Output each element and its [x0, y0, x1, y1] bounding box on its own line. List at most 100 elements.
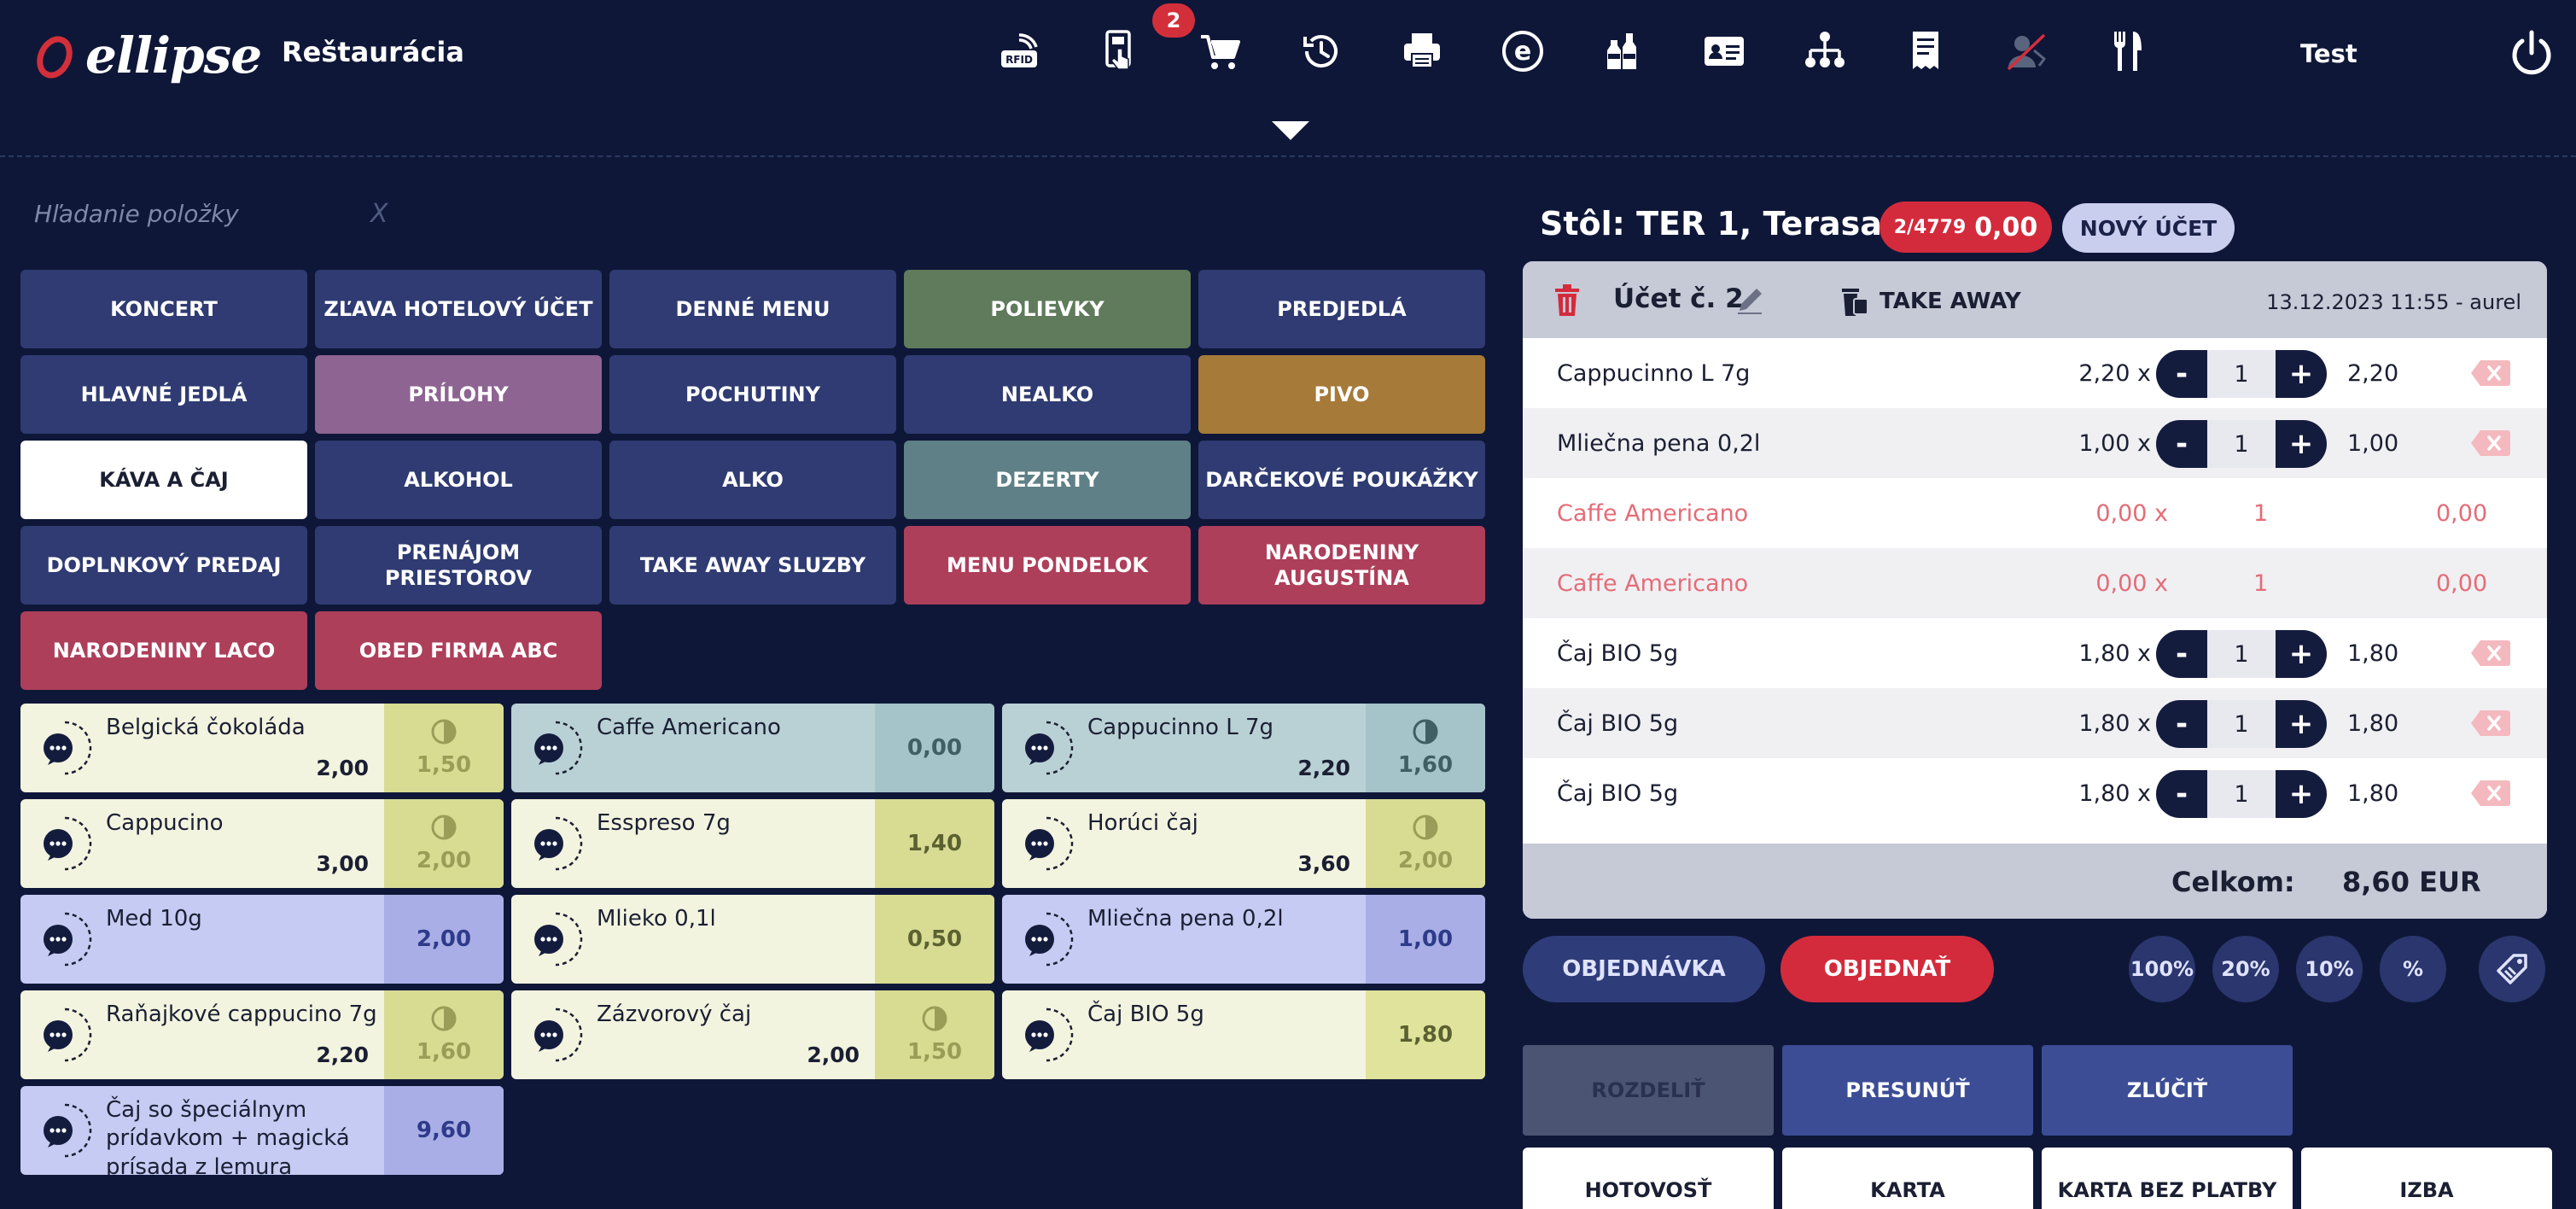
product-tile[interactable]: Zázvorový čaj 2,00 1,50 [511, 990, 994, 1079]
product-tile[interactable]: Čaj BIO 5g 1,80 [1002, 990, 1485, 1079]
tag-button[interactable] [2479, 936, 2545, 1002]
product-half-portion[interactable]: 1,50 [384, 704, 504, 792]
product-half-portion[interactable]: 1,60 [384, 990, 504, 1079]
category-button[interactable]: PRÍLOHY [315, 355, 602, 434]
category-button[interactable]: KONCERT [20, 270, 307, 348]
rfid-icon[interactable]: RFID [969, 24, 1069, 79]
product-main[interactable]: Čaj so špeciálnym prídavkom + magická pr… [20, 1086, 384, 1175]
increase-quantity-button[interactable]: + [2276, 770, 2327, 818]
product-tile[interactable]: Mliečna pena 0,2l 1,00 [1002, 895, 1485, 984]
category-button[interactable]: HLAVNÉ JEDLÁ [20, 355, 307, 434]
decrease-quantity-button[interactable]: - [2156, 350, 2207, 398]
order-line[interactable]: Čaj BIO 5g 1,80 x -1 +1,80 [1523, 618, 2547, 688]
network-icon[interactable] [1775, 24, 1875, 79]
delete-line-icon[interactable] [2470, 359, 2511, 388]
printer-icon[interactable] [1372, 24, 1472, 79]
category-button[interactable]: POLIEVKY [904, 270, 1191, 348]
category-button[interactable]: ZĽAVA HOTELOVÝ ÚČET [315, 270, 602, 348]
order-line[interactable]: Čaj BIO 5g 1,80 x -1 +1,80 [1523, 688, 2547, 758]
collapse-arrow-icon[interactable] [1272, 121, 1309, 140]
product-tile[interactable]: Cappucino 3,00 2,00 [20, 799, 504, 888]
ellipse-e-icon[interactable]: e [1472, 24, 1573, 79]
decrease-quantity-button[interactable]: - [2156, 700, 2207, 748]
note-bubble-icon[interactable] [527, 815, 585, 873]
note-bubble-icon[interactable] [1017, 910, 1075, 968]
pay-cash-button[interactable]: HOTOVOSŤ [1523, 1148, 1774, 1209]
note-bubble-icon[interactable] [527, 910, 585, 968]
category-button[interactable]: DEZERTY [904, 441, 1191, 519]
category-button[interactable]: PRENÁJOM PRIESTOROV [315, 526, 602, 604]
product-main[interactable]: Horúci čaj 3,60 [1002, 799, 1366, 888]
note-bubble-icon[interactable] [1017, 815, 1075, 873]
pay-card-button[interactable]: KARTA [1782, 1148, 2033, 1209]
note-bubble-icon[interactable] [36, 1101, 94, 1159]
decrease-quantity-button[interactable]: - [2156, 770, 2207, 818]
discount-100-button[interactable]: 100% [2129, 936, 2195, 1002]
product-tile[interactable]: Raňajkové cappucino 7g 2,20 1,60 [20, 990, 504, 1079]
order-line[interactable]: Cappucinno L 7g 2,20 x -1 +2,20 [1523, 338, 2547, 408]
category-button[interactable]: KÁVA A ČAJ [20, 441, 307, 519]
product-main[interactable]: Belgická čokoláda 2,00 [20, 704, 384, 792]
product-half-portion[interactable]: 9,60 [384, 1086, 504, 1175]
product-main[interactable]: Mliečna pena 0,2l [1002, 895, 1366, 984]
category-button[interactable]: PIVO [1198, 355, 1485, 434]
category-button[interactable]: MENU PONDELOK [904, 526, 1191, 604]
delete-line-icon[interactable] [2470, 429, 2511, 458]
discount-10-button[interactable]: 10% [2296, 936, 2363, 1002]
note-bubble-icon[interactable] [36, 815, 94, 873]
discount-custom-button[interactable]: % [2380, 936, 2446, 1002]
product-half-portion[interactable]: 1,00 [1366, 895, 1485, 984]
power-button[interactable] [2508, 29, 2556, 80]
product-tile[interactable]: Med 10g 2,00 [20, 895, 504, 984]
delete-line-icon[interactable] [2470, 709, 2511, 738]
decrease-quantity-button[interactable]: - [2156, 420, 2207, 468]
product-tile[interactable]: Belgická čokoláda 2,00 1,50 [20, 704, 504, 792]
increase-quantity-button[interactable]: + [2276, 350, 2327, 398]
history-icon[interactable] [1271, 24, 1372, 79]
product-half-portion[interactable]: 1,60 [1366, 704, 1485, 792]
product-tile[interactable]: Čaj so špeciálnym prídavkom + magická pr… [20, 1086, 504, 1175]
delete-line-icon[interactable] [2470, 639, 2511, 668]
category-button[interactable]: POCHUTINY [609, 355, 896, 434]
product-tile[interactable]: Caffe Americano 0,00 [511, 704, 994, 792]
order-line[interactable]: Caffe Americano 0,00 x 1 0,00 [1523, 478, 2547, 548]
category-button[interactable]: NEALKO [904, 355, 1191, 434]
note-bubble-icon[interactable] [1017, 1006, 1075, 1064]
takeaway-label[interactable]: TAKE AWAY [1880, 289, 2021, 314]
product-tile[interactable]: Horúci čaj 3,60 2,00 [1002, 799, 1485, 888]
product-tile[interactable]: Cappucinno L 7g 2,20 1,60 [1002, 704, 1485, 792]
product-half-portion[interactable]: 0,00 [875, 704, 994, 792]
product-half-portion[interactable]: 2,00 [384, 799, 504, 888]
product-half-portion[interactable]: 2,00 [1366, 799, 1485, 888]
receipt-icon[interactable] [1875, 24, 1976, 79]
note-bubble-icon[interactable] [36, 719, 94, 777]
id-card-icon[interactable] [1674, 24, 1775, 79]
search-input[interactable] [34, 199, 358, 228]
search-clear-button[interactable]: X [370, 199, 388, 229]
product-half-portion[interactable]: 1,40 [875, 799, 994, 888]
category-button[interactable]: NARODENINY AUGUSTÍNA [1198, 526, 1485, 604]
place-order-button[interactable]: OBJEDNAŤ [1780, 936, 1994, 1002]
category-button[interactable]: NARODENINY LACO [20, 611, 307, 690]
note-bubble-icon[interactable] [36, 910, 94, 968]
note-bubble-icon[interactable] [1017, 719, 1075, 777]
product-main[interactable]: Cappucino 3,00 [20, 799, 384, 888]
split-button[interactable]: ROZDELIŤ [1523, 1045, 1774, 1136]
order-list-button[interactable]: OBJEDNÁVKA [1523, 936, 1765, 1002]
note-bubble-icon[interactable] [527, 1006, 585, 1064]
note-bubble-icon[interactable] [36, 1006, 94, 1064]
category-button[interactable]: DENNÉ MENU [609, 270, 896, 348]
category-button[interactable]: TAKE AWAY SLUZBY [609, 526, 896, 604]
product-main[interactable]: Čaj BIO 5g [1002, 990, 1366, 1079]
decrease-quantity-button[interactable]: - [2156, 630, 2207, 678]
product-main[interactable]: Caffe Americano [511, 704, 875, 792]
product-half-portion[interactable]: 2,00 [384, 895, 504, 984]
order-line[interactable]: Caffe Americano 0,00 x 1 0,00 [1523, 548, 2547, 618]
product-tile[interactable]: Mlieko 0,1l 0,50 [511, 895, 994, 984]
new-account-button[interactable]: NOVÝ ÚČET [2062, 203, 2235, 253]
category-button[interactable]: DARČEKOVÉ POUKÁŽKY [1198, 441, 1485, 519]
product-main[interactable]: Raňajkové cappucino 7g 2,20 [20, 990, 384, 1079]
order-line[interactable]: Mliečna pena 0,2l 1,00 x -1 +1,00 [1523, 408, 2547, 478]
cutlery-icon[interactable] [2077, 24, 2177, 79]
category-button[interactable]: OBED FIRMA ABC [315, 611, 602, 690]
